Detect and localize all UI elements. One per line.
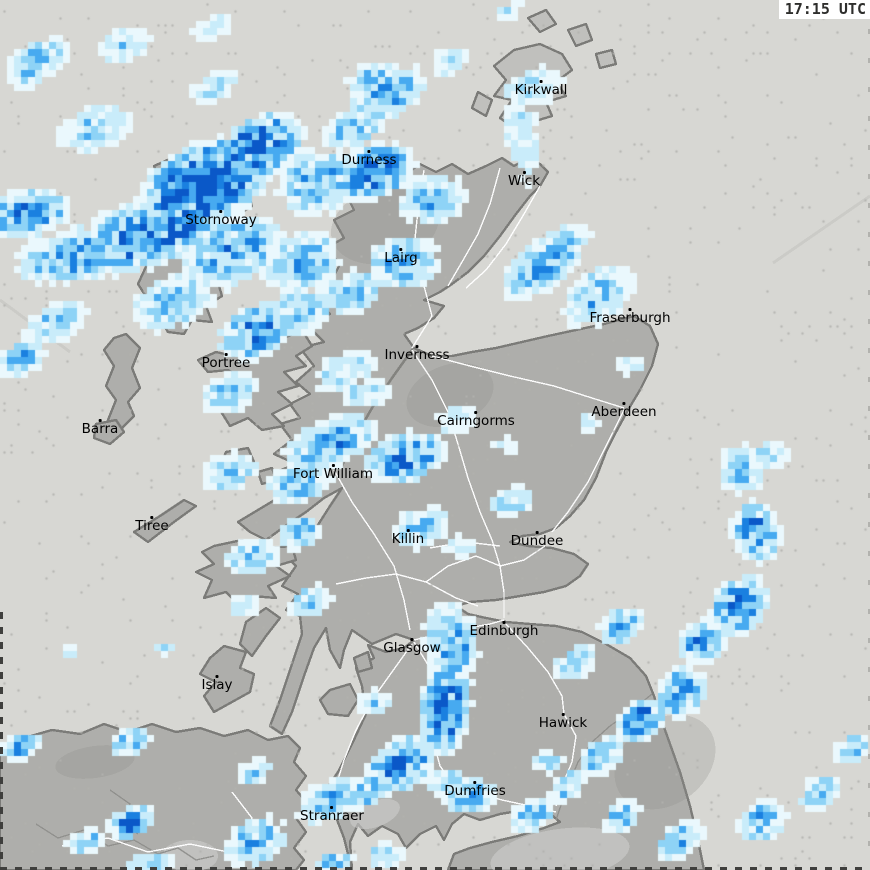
timestamp: 17:15 UTC [778, 0, 870, 19]
coverage-boundary-right-dashes [868, 0, 870, 870]
coverage-boundary-bottom-dashes [0, 867, 870, 870]
coverage-boundary-left-dashes [0, 612, 3, 870]
